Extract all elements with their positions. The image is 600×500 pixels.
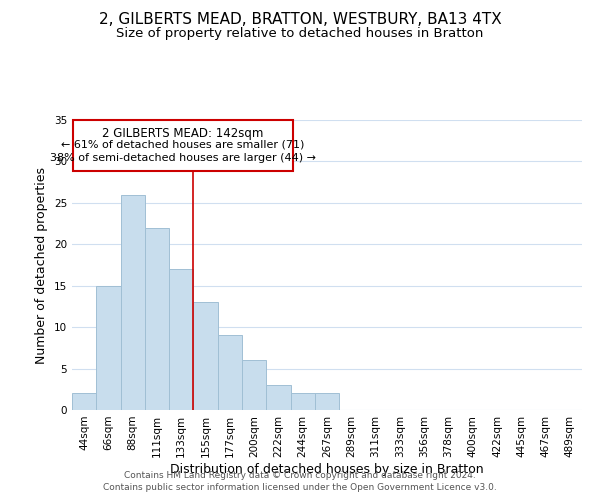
Text: 2, GILBERTS MEAD, BRATTON, WESTBURY, BA13 4TX: 2, GILBERTS MEAD, BRATTON, WESTBURY, BA1… bbox=[98, 12, 502, 28]
Text: 2 GILBERTS MEAD: 142sqm: 2 GILBERTS MEAD: 142sqm bbox=[103, 126, 264, 140]
Text: ← 61% of detached houses are smaller (71): ← 61% of detached houses are smaller (71… bbox=[61, 140, 305, 150]
Bar bbox=[145, 228, 169, 410]
Text: Size of property relative to detached houses in Bratton: Size of property relative to detached ho… bbox=[116, 28, 484, 40]
Text: 38% of semi-detached houses are larger (44) →: 38% of semi-detached houses are larger (… bbox=[50, 153, 316, 163]
X-axis label: Distribution of detached houses by size in Bratton: Distribution of detached houses by size … bbox=[170, 462, 484, 475]
Bar bbox=[266, 385, 290, 410]
Bar bbox=[73, 120, 293, 172]
Bar bbox=[121, 194, 145, 410]
Text: Contains HM Land Registry data © Crown copyright and database right 2024.
Contai: Contains HM Land Registry data © Crown c… bbox=[103, 471, 497, 492]
Bar bbox=[193, 302, 218, 410]
Bar bbox=[96, 286, 121, 410]
Bar bbox=[218, 336, 242, 410]
Bar bbox=[290, 394, 315, 410]
Bar bbox=[72, 394, 96, 410]
Bar bbox=[315, 394, 339, 410]
Bar bbox=[169, 269, 193, 410]
Y-axis label: Number of detached properties: Number of detached properties bbox=[35, 166, 49, 364]
Bar bbox=[242, 360, 266, 410]
